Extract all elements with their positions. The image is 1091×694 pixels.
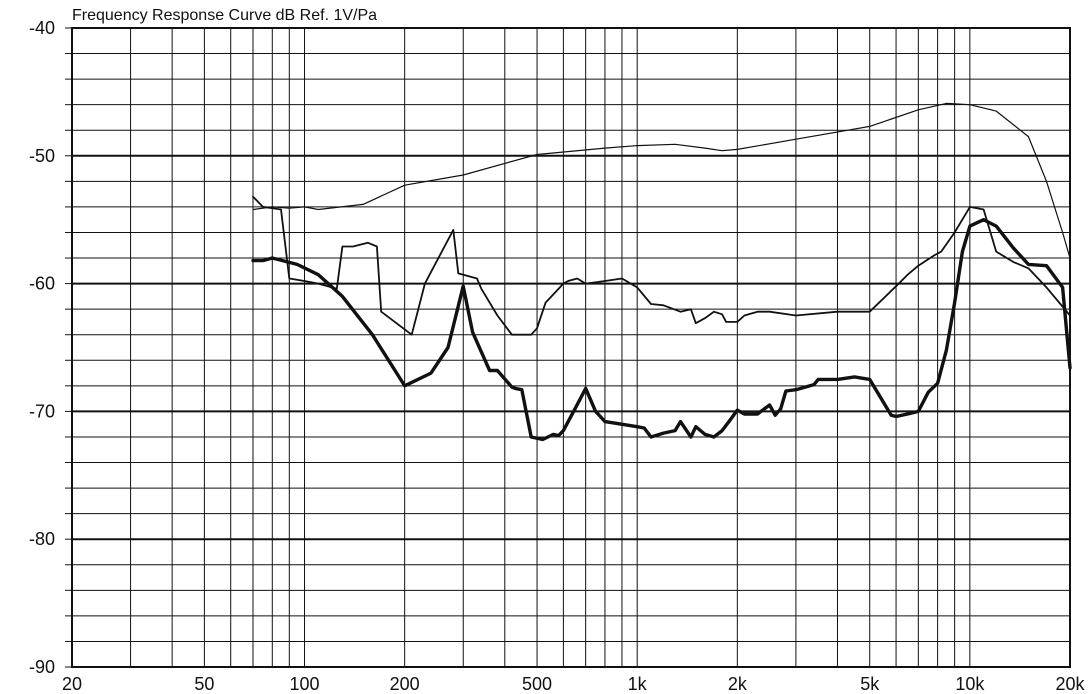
series-line-medium <box>252 195 1071 336</box>
x-tick-label: 20 <box>62 674 82 694</box>
series-layer <box>251 102 1072 442</box>
x-tick-label: 5k <box>860 674 880 694</box>
series-line-thick <box>251 217 1072 442</box>
x-tick-label: 200 <box>390 674 420 694</box>
tick-labels: -40 -50 -60 -70 -80 -90 20 50 100 200 500 1k 2k 5k 10k… <box>29 18 1086 694</box>
x-tick-label: 100 <box>290 674 320 694</box>
y-tick-label: -90 <box>29 657 55 677</box>
plot-frame <box>71 27 1071 668</box>
y-tick-label: -50 <box>29 146 55 166</box>
grid-layer <box>65 27 1071 668</box>
y-tick-label: -80 <box>29 529 55 549</box>
x-tick-label: 1k <box>628 674 648 694</box>
y-tick-label: -40 <box>29 18 55 38</box>
y-tick-label: -70 <box>29 401 55 421</box>
x-tick-label: 10k <box>955 674 985 694</box>
x-tick-label: 50 <box>194 674 214 694</box>
x-tick-label: 20k <box>1055 674 1085 694</box>
x-tick-label: 2k <box>728 674 748 694</box>
chart-title: Frequency Response Curve dB Ref. 1V/Pa <box>72 7 377 24</box>
series-line-thin <box>252 102 1071 259</box>
y-tick-label: -60 <box>29 274 55 294</box>
x-tick-label: 500 <box>522 674 552 694</box>
